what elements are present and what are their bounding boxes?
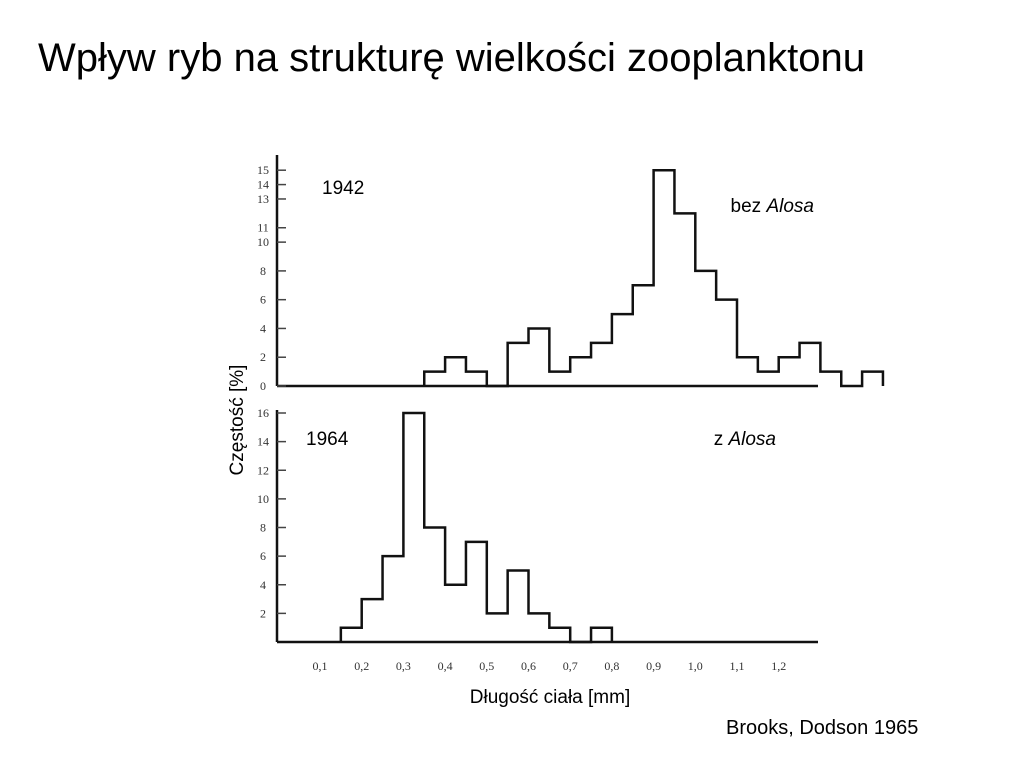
x-tick-label: 0,1 xyxy=(313,659,328,673)
y-tick-label: 8 xyxy=(260,521,266,535)
panel-1964: 2 4 6 8 10 12 14 16 1964 z Alosa xyxy=(257,406,818,644)
y-tick-label: 6 xyxy=(260,293,266,307)
x-tick-label: 0,7 xyxy=(563,659,578,673)
x-tick-labels: 0,1 0,2 0,3 0,4 0,5 0,6 0,7 0,8 0,9 1,0 1,1 1,2 xyxy=(313,659,787,673)
citation: Brooks, Dodson 1965 xyxy=(726,717,919,739)
x-tick-label: 0,3 xyxy=(396,659,411,673)
panel-1964-condition-label: z Alosa xyxy=(714,429,776,450)
y-tick-label: 2 xyxy=(260,350,266,364)
x-axis-label: Długość ciała [mm] xyxy=(470,687,631,708)
panel-1942-histogram-line xyxy=(423,168,885,388)
panel-1964-histogram-line xyxy=(339,411,614,644)
x-tick-label: 0,6 xyxy=(521,659,536,673)
y-tick-label: 6 xyxy=(260,549,266,563)
x-tick-label: 0,2 xyxy=(354,659,369,673)
y-tick-label: 15 xyxy=(257,163,269,177)
panel-1942-year-label: 1942 xyxy=(322,178,364,199)
y-tick-label: 13 xyxy=(257,192,269,206)
x-tick-label: 0,9 xyxy=(646,659,661,673)
panel-1942-condition-label: bez Alosa xyxy=(731,196,814,217)
y-tick-label: 14 xyxy=(257,178,269,192)
x-tick-label: 1,0 xyxy=(688,659,703,673)
y-tick-label: 8 xyxy=(260,264,266,278)
y-axis-label: Częstość [%] xyxy=(227,365,248,476)
panel-1964-y-ticks: 2 4 6 8 10 12 14 16 xyxy=(257,406,286,620)
y-tick-label: 4 xyxy=(260,578,266,592)
x-tick-label: 0,4 xyxy=(438,659,453,673)
y-tick-label: 16 xyxy=(257,406,269,420)
x-tick-label: 1,1 xyxy=(730,659,745,673)
x-tick-label: 0,8 xyxy=(604,659,619,673)
y-tick-label: 10 xyxy=(257,235,269,249)
y-tick-label: 4 xyxy=(260,321,266,335)
panel-1964-year-label: 1964 xyxy=(306,429,349,450)
x-tick-label: 0,5 xyxy=(479,659,494,673)
y-tick-label: 10 xyxy=(257,492,269,506)
slide-title: Wpływ ryb na strukturę wielkości zooplan… xyxy=(38,36,866,80)
y-tick-label: 14 xyxy=(257,435,269,449)
y-tick-label: 11 xyxy=(257,221,269,235)
y-tick-label: 12 xyxy=(257,463,269,477)
y-tick-label: 2 xyxy=(260,606,266,620)
y-tick-label: 0 xyxy=(260,379,266,393)
x-tick-label: 1,2 xyxy=(771,659,786,673)
